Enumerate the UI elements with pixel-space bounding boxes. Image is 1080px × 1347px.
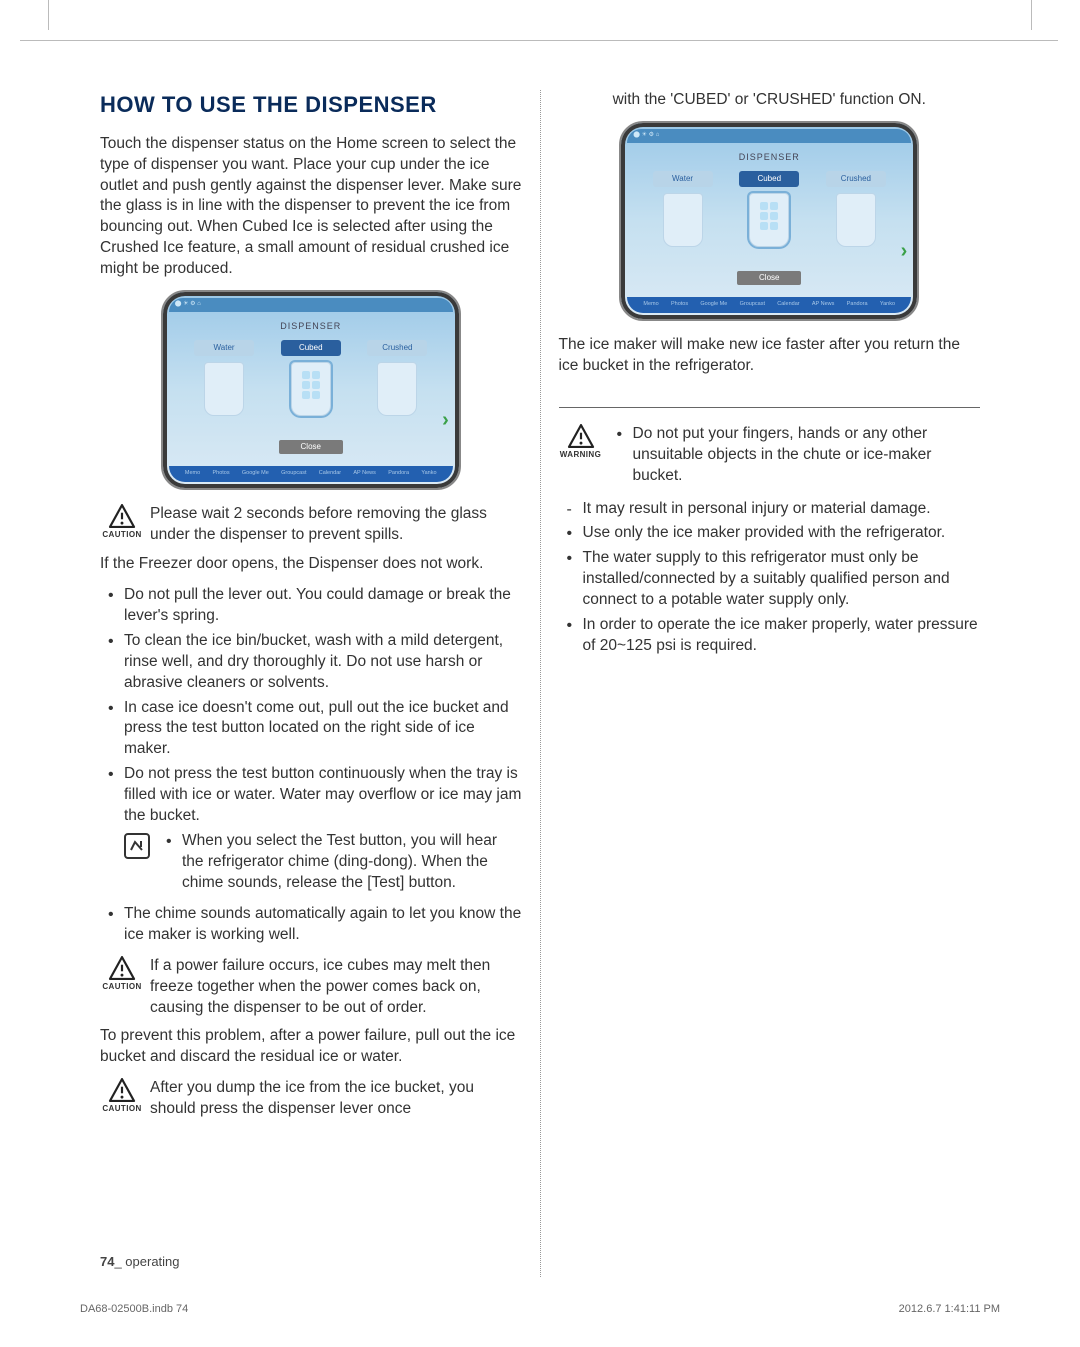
page-content: HOW TO USE THE DISPENSER Touch the dispe… [100,90,980,1277]
list-item: In case ice doesn't come out, pull out t… [100,698,522,761]
col2-after-img: The ice maker will make new ice faster a… [559,335,981,377]
caution-label: CAUTION [102,1104,141,1115]
print-date: 2012.6.7 1:41:11 PM [899,1302,1000,1317]
ss-nav[interactable]: Pandora [388,470,409,477]
warning-text: Do not put your fingers, hands or any ot… [609,424,981,487]
warning-note: WARNING Do not put your fingers, hands o… [559,424,981,491]
ss-opt-water: Water [194,340,254,416]
cup-icon [204,362,244,416]
dispenser-screenshot-2: ⬤ ☀ ⚙ ⌂ DISPENSER Water Cubed Crushed Cl… [619,121,919,321]
caution-icon: CAUTION [100,956,144,993]
ss-nav[interactable]: Calendar [777,301,799,308]
divider [559,407,981,408]
right-column: with the 'CUBED' or 'CRUSHED' function O… [559,90,981,1277]
prevent-paragraph: To prevent this problem, after a power f… [100,1026,522,1068]
list-item: The water supply to this refrigerator mu… [559,548,981,611]
crop-mark [48,0,49,30]
warning-icon: WARNING [559,424,603,461]
ss-nav[interactable]: Memo [185,470,200,477]
list-item: Use only the ice maker provided with the… [559,523,981,544]
ss-close-button[interactable]: Close [279,440,343,454]
list-item: The chime sounds automatically again to … [100,904,522,946]
cup-icon [836,193,876,247]
ss-btn-crushed[interactable]: Crushed [826,171,886,187]
cup-icon [377,362,417,416]
list-item: Do not press the test button continuousl… [100,764,522,827]
info-note: When you select the Test button, you wil… [100,831,522,898]
cup-icon [749,193,789,247]
ss-opt-cubed: Cubed [739,171,799,247]
dispenser-screenshot: ⬤ ☀ ⚙ ⌂ DISPENSER Water Cubed Crushed Cl… [161,290,461,490]
ss-opt-cubed: Cubed [281,340,341,416]
ss-nav[interactable]: AP News [812,301,835,308]
caution-text: If a power failure occurs, ice cubes may… [150,956,522,1019]
bullet-list-2: The chime sounds automatically again to … [100,904,522,946]
bullet-list-1: Do not pull the lever out. You could dam… [100,585,522,827]
ss-opt-crushed: Crushed [826,171,886,247]
ss-nav[interactable]: Memo [643,301,658,308]
chevron-right-icon[interactable]: › [442,407,449,434]
chevron-right-icon[interactable]: › [901,238,908,265]
note-text: When you select the Test button, you wil… [158,831,522,894]
ss-opt-water: Water [653,171,713,247]
ss-title: DISPENSER [163,320,459,332]
caution-note-3: CAUTION After you dump the ice from the … [100,1078,522,1120]
caution-label: CAUTION [102,982,141,993]
section-title: HOW TO USE THE DISPENSER [100,90,522,120]
freezer-note: If the Freezer door opens, the Dispenser… [100,554,522,575]
crop-mark [1031,0,1032,30]
warning-bullets: It may result in personal injury or mate… [559,499,981,657]
ss-btn-crushed[interactable]: Crushed [367,340,427,356]
ss-nav[interactable]: Calendar [319,470,341,477]
list-item: In order to operate the ice maker proper… [559,615,981,657]
ss-bottombar: Memo Photos Google Me Groupcast Calendar… [169,466,453,482]
ss-nav[interactable]: Yanko [880,301,895,308]
ss-btn-water[interactable]: Water [653,171,713,187]
left-column: HOW TO USE THE DISPENSER Touch the dispe… [100,90,541,1277]
cup-icon [663,193,703,247]
ss-nav[interactable]: Photos [671,301,688,308]
crop-mark [20,40,1058,41]
ss-close-button[interactable]: Close [737,271,801,285]
ss-topbar: ⬤ ☀ ⚙ ⌂ [627,129,911,143]
page-footer: 74_ operating [100,1253,180,1271]
ss-topbar: ⬤ ☀ ⚙ ⌂ [169,298,453,312]
ss-btn-water[interactable]: Water [194,340,254,356]
caution-text: Please wait 2 seconds before removing th… [150,504,522,546]
ss-nav[interactable]: Groupcast [281,470,306,477]
print-footer: DA68-02500B.indb 74 2012.6.7 1:41:11 PM [80,1302,1000,1317]
print-file: DA68-02500B.indb 74 [80,1302,188,1317]
page-section: _ operating [114,1254,179,1269]
ss-opt-crushed: Crushed [367,340,427,416]
ss-nav[interactable]: AP News [353,470,376,477]
intro-paragraph: Touch the dispenser status on the Home s… [100,134,522,280]
caution-label: CAUTION [102,530,141,541]
page-number: 74 [100,1254,114,1269]
list-item: Do not pull the lever out. You could dam… [100,585,522,627]
ss-bottombar: Memo Photos Google Me Groupcast Calendar… [627,297,911,313]
list-item: It may result in personal injury or mate… [559,499,981,520]
ss-options: Water Cubed Crushed [163,340,459,416]
list-item: To clean the ice bin/bucket, wash with a… [100,631,522,694]
ss-nav[interactable]: Photos [212,470,229,477]
ss-btn-cubed[interactable]: Cubed [281,340,341,356]
ss-nav[interactable]: Pandora [847,301,868,308]
ss-nav[interactable]: Groupcast [740,301,765,308]
col2-top-text: with the 'CUBED' or 'CRUSHED' function O… [559,90,981,111]
ss-nav[interactable]: Yanko [421,470,436,477]
caution-icon: CAUTION [100,504,144,541]
caution-text: After you dump the ice from the ice buck… [150,1078,522,1120]
caution-note-2: CAUTION If a power failure occurs, ice c… [100,956,522,1019]
ss-btn-cubed[interactable]: Cubed [739,171,799,187]
ss-title: DISPENSER [621,151,917,163]
ss-nav[interactable]: Google Me [700,301,727,308]
warning-label: WARNING [560,450,601,461]
ss-nav[interactable]: Google Me [242,470,269,477]
cup-icon [291,362,331,416]
note-icon [124,833,150,859]
caution-note-1: CAUTION Please wait 2 seconds before rem… [100,504,522,546]
caution-icon: CAUTION [100,1078,144,1115]
ss-options: Water Cubed Crushed [621,171,917,247]
